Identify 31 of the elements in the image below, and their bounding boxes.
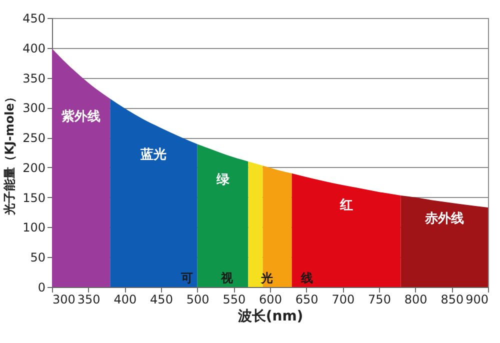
x-tick-label: 850: [440, 292, 464, 306]
series-label: 赤外线: [424, 212, 464, 227]
y-tick-label: 50: [30, 250, 46, 265]
x-tick-label: 500: [186, 292, 210, 306]
series-label: 蓝光: [140, 146, 167, 163]
y-tick-label: 350: [22, 71, 46, 86]
x-tick-label: 600: [259, 292, 282, 306]
x-tick-label: 300: [52, 292, 76, 306]
y-tick-label: 250: [22, 131, 46, 146]
text: 可视光线: [181, 271, 313, 285]
x-tick-label: 700: [332, 292, 355, 306]
series-label: 红: [338, 198, 353, 213]
x-tick-label: 450: [150, 292, 173, 306]
y-tick-label: 450: [22, 12, 46, 26]
series-label: 绿: [215, 172, 230, 188]
series-label: 紫外线: [60, 108, 101, 124]
x-tick-label: 900: [466, 292, 488, 306]
y-tick-label: 300: [22, 101, 46, 116]
y-tick-label: 100: [22, 220, 46, 235]
x-tick-label: 800: [404, 292, 428, 306]
y-tick-label: 0: [38, 280, 46, 294]
x-tick-label: 350: [77, 292, 100, 306]
x-tick-label: 550: [222, 292, 246, 306]
x-tick-label: 750: [368, 292, 391, 306]
y-tick-label: 150: [22, 190, 46, 205]
y-tick-label: 400: [22, 41, 46, 56]
x-tick-label: 650: [295, 292, 318, 306]
x-tick-label: 400: [114, 292, 137, 306]
y-tick-label: 200: [22, 160, 46, 175]
y-axis-title: 光子能量（KJ-mole）: [2, 91, 17, 216]
x-axis-title: 波长(nm): [236, 308, 304, 324]
